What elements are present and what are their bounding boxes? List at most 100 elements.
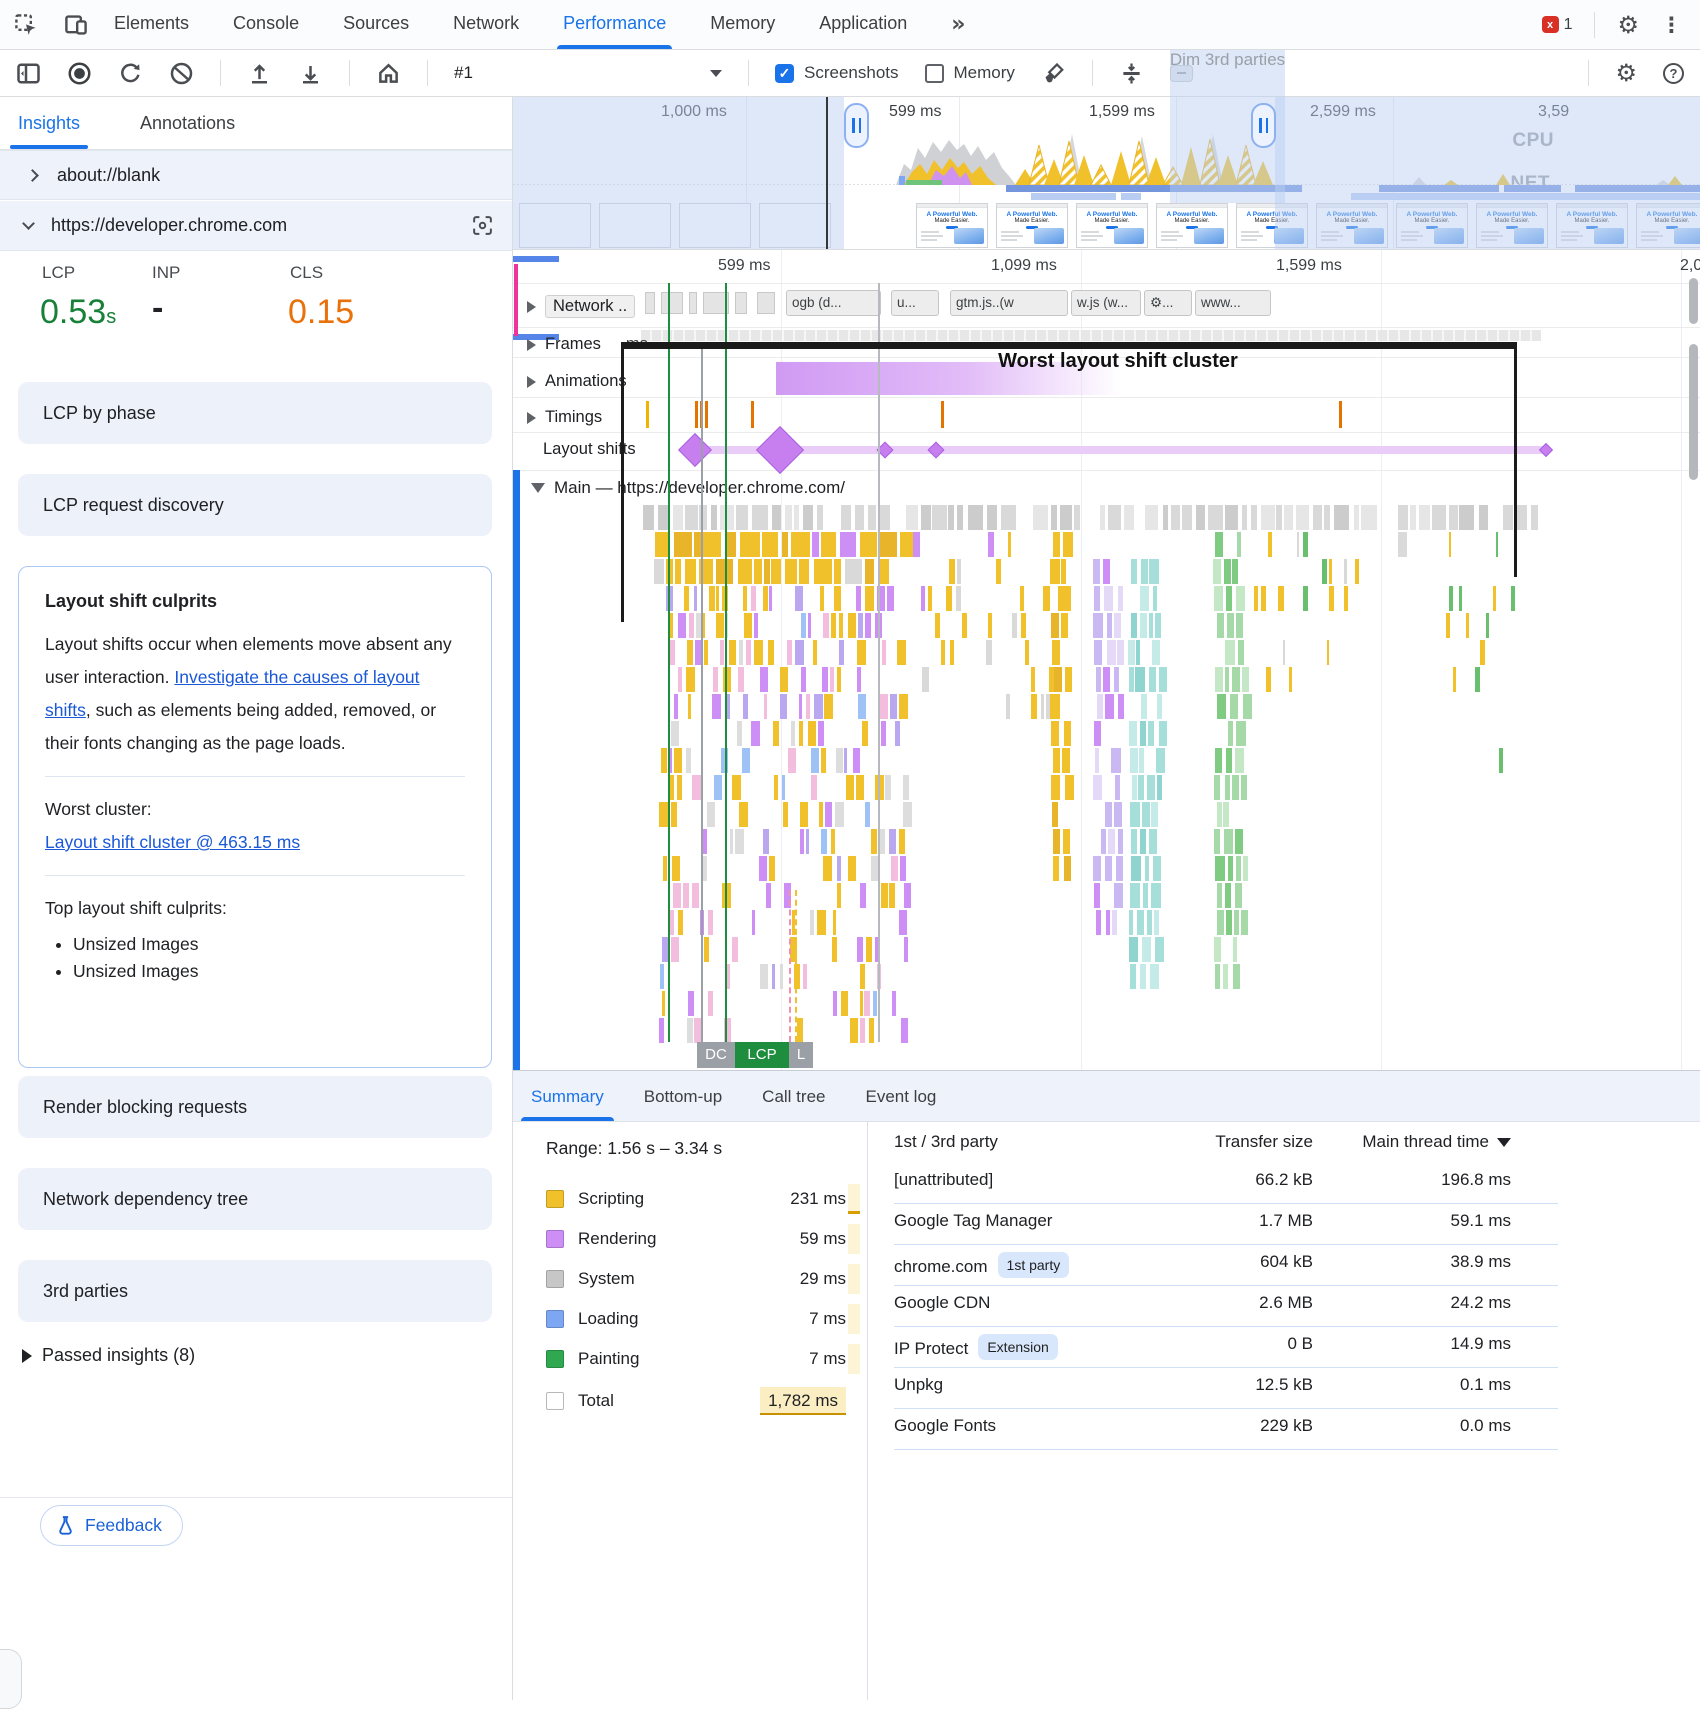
flame-bar[interactable] [880,883,888,908]
flame-bar[interactable] [1094,640,1102,665]
flame-bar[interactable] [1096,694,1103,719]
flame-bar[interactable] [1323,505,1331,530]
flame-bar[interactable] [1117,586,1124,611]
flame-bar[interactable] [1228,721,1233,746]
flame-bar[interactable] [1159,721,1167,746]
flame-bar[interactable] [1146,910,1152,935]
flame-bar[interactable] [801,613,806,638]
flame-bar[interactable] [1021,613,1026,638]
flame-bar[interactable] [1113,883,1123,908]
tab-console[interactable]: Console [233,13,300,33]
flame-bar[interactable] [1329,586,1334,611]
flame-bar[interactable] [1155,937,1164,962]
home-icon[interactable] [376,61,401,86]
worst-cluster-link[interactable]: Layout shift cluster @ 463.15 ms [45,832,301,852]
flame-bar[interactable] [1117,640,1125,665]
flame-bar[interactable] [1170,505,1181,530]
screenshot-thumbnail[interactable]: A Powerful Web. Made Easier. [1236,203,1308,248]
screenshot-thumbnail-blank[interactable] [679,203,751,248]
flame-bar[interactable] [956,559,961,584]
flame-bar[interactable] [661,937,670,962]
flame-bar[interactable] [810,775,817,800]
screenshot-thumbnail-blank[interactable] [759,203,831,248]
flame-bar[interactable] [1234,748,1245,773]
flame-bar[interactable] [707,802,715,827]
track-layout-shifts[interactable]: Layout shifts [543,440,636,458]
device-toolbar-icon[interactable] [64,13,88,37]
flame-bar[interactable] [700,856,708,881]
flame-bar[interactable] [1149,829,1157,854]
flame-bar[interactable] [831,613,836,638]
flame-bar[interactable] [780,694,787,719]
flame-bar[interactable] [890,856,899,881]
flame-bar[interactable] [824,802,833,827]
flame-bar[interactable] [1093,586,1101,611]
flame-bar[interactable] [801,667,806,692]
col-party[interactable]: 1st / 3rd party [894,1132,998,1151]
flame-bar[interactable] [1131,856,1141,881]
flame-bar[interactable] [948,505,954,530]
flame-bar[interactable] [819,802,823,827]
capture-settings-gear-icon[interactable]: ⚙ [1615,59,1637,87]
flame-bar[interactable] [682,883,689,908]
flame-bar[interactable] [1094,883,1101,908]
flame-bar[interactable] [1006,694,1011,719]
flame-bar[interactable] [845,559,862,584]
flame-bar[interactable] [1130,964,1136,989]
lcp-value[interactable]: 0.53s [40,293,117,331]
flame-bar[interactable] [945,586,952,611]
flame-bar[interactable] [742,586,747,611]
flame-bar[interactable] [860,964,866,989]
flame-bar[interactable] [794,964,800,989]
flame-bar[interactable] [868,1018,875,1043]
flame-bar[interactable] [876,586,886,611]
flame-bar[interactable] [856,640,866,665]
flame-bar[interactable] [692,775,701,800]
flame-bar[interactable] [1223,559,1231,584]
flame-bar[interactable] [794,505,800,530]
flame-bar[interactable] [1031,667,1036,692]
flame-bar[interactable] [1241,505,1247,530]
flame-bar[interactable] [864,613,872,638]
flame-bar[interactable] [846,775,855,800]
flame-bar[interactable] [1260,586,1266,611]
flame-bar[interactable] [1514,505,1527,530]
flame-bar[interactable] [668,748,673,773]
flame-bar[interactable] [1132,775,1137,800]
flame-bar[interactable] [957,505,964,530]
flame-bar[interactable] [1147,721,1155,746]
track-animations[interactable]: Animations [527,372,627,391]
network-request-chip[interactable]: www... [1195,290,1271,316]
screenshot-thumbnail[interactable]: A Powerful Web. Made Easier. [916,203,988,248]
tab-application[interactable]: Application [819,13,908,33]
network-request-chip[interactable]: u... [891,290,939,316]
window-handle-left[interactable] [844,103,869,148]
flame-bar[interactable] [740,532,760,557]
flame-bar[interactable] [836,856,842,881]
flame-bar[interactable] [658,505,670,530]
flame-bar[interactable] [1113,802,1123,827]
flame-bar[interactable] [858,613,864,638]
flame-bar[interactable] [949,640,954,665]
flame-bar[interactable] [758,856,768,881]
network-request-chip[interactable]: w.js (w... [1071,290,1141,316]
flame-bar[interactable] [785,559,798,584]
flame-bar[interactable] [1052,532,1061,557]
flame-bar[interactable] [833,910,837,935]
tab-call-tree[interactable]: Call tree [762,1087,826,1106]
flame-bar[interactable] [739,640,743,665]
frame-row-site[interactable]: https://developer.chrome.com [0,201,512,251]
tab-bottom-up[interactable]: Bottom-up [643,1087,723,1106]
flame-bar[interactable] [721,748,728,773]
flame-bar[interactable] [1233,910,1239,935]
flame-bar[interactable] [1195,505,1206,530]
flame-bar[interactable] [795,640,804,665]
flame-bar[interactable] [785,505,792,530]
flame-bar[interactable] [1124,505,1135,530]
flame-bar[interactable] [1136,640,1141,665]
flame-bar[interactable] [673,694,679,719]
flame-bar[interactable] [1214,586,1223,611]
flame-bar[interactable] [1064,775,1074,800]
flame-bar[interactable] [720,640,725,665]
flame-bar[interactable] [1499,748,1504,773]
